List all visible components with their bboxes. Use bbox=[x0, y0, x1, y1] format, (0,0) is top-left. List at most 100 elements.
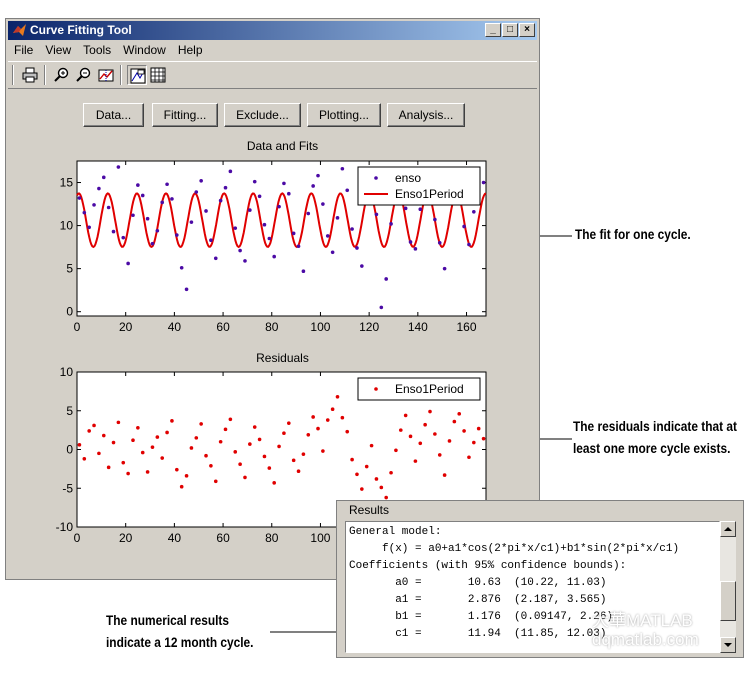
residuals-plot-xtick-label: 60 bbox=[216, 531, 230, 545]
residuals-plot-xtick-label: 80 bbox=[265, 531, 279, 545]
minimize-button[interactable]: _ bbox=[485, 23, 501, 37]
residuals-plot-title: Residuals bbox=[256, 351, 309, 365]
residual-point bbox=[204, 453, 208, 458]
enso-data-point bbox=[389, 222, 393, 226]
enso-data-point bbox=[462, 224, 466, 229]
enso-data-point bbox=[306, 211, 311, 216]
residual-point bbox=[403, 413, 408, 418]
enso-data-point bbox=[233, 226, 238, 230]
enso-data-point bbox=[248, 208, 252, 212]
residual-point bbox=[209, 463, 213, 468]
menu-help[interactable]: Help bbox=[177, 43, 203, 57]
enso-data-point bbox=[116, 165, 121, 169]
legend-button[interactable] bbox=[127, 65, 147, 85]
results-line: c1 = 11.94 (11.85, 12.03) bbox=[349, 628, 607, 640]
data-cursor-button[interactable] bbox=[96, 65, 116, 85]
residuals-plot-ytick-label: -5 bbox=[62, 481, 73, 495]
maximize-button[interactable]: □ bbox=[502, 23, 518, 37]
fitting-button[interactable]: Fitting... bbox=[152, 103, 218, 127]
analysis-button[interactable]: Analysis... bbox=[387, 103, 465, 127]
residual-point bbox=[433, 432, 437, 436]
legend-icon bbox=[130, 68, 146, 84]
residuals-plot-ytick-label: 5 bbox=[66, 404, 73, 418]
scroll-up-button[interactable] bbox=[720, 521, 736, 537]
enso-data-point bbox=[467, 242, 471, 247]
enso-data-point bbox=[384, 277, 388, 281]
print-button[interactable] bbox=[20, 65, 40, 85]
fit-plot-xtick-label: 0 bbox=[74, 320, 81, 334]
residual-point bbox=[126, 471, 130, 476]
residual-point bbox=[262, 454, 267, 459]
enso-data-point bbox=[355, 246, 359, 250]
residual-point bbox=[325, 418, 330, 422]
residual-point bbox=[442, 473, 447, 477]
residual-point bbox=[330, 407, 335, 412]
fit-plot-xtick-label: 20 bbox=[119, 320, 133, 334]
enso-data-point bbox=[223, 185, 228, 190]
legend-marker-enso bbox=[374, 176, 378, 180]
data-cursor-icon bbox=[98, 69, 114, 82]
exclude-button[interactable]: Exclude... bbox=[224, 103, 301, 127]
title-bar: Curve Fitting Tool _ □ × bbox=[8, 21, 537, 40]
results-panel: Results General model: f(x) = a0+a1*cos(… bbox=[336, 500, 744, 658]
enso-data-point bbox=[403, 206, 408, 211]
fit-line bbox=[76, 192, 487, 249]
enso-data-point bbox=[189, 220, 194, 224]
results-text-area[interactable]: General model: f(x) = a0+a1*cos(2*pi*x/c… bbox=[345, 521, 720, 653]
plotting-button[interactable]: Plotting... bbox=[307, 103, 381, 127]
scroll-thumb[interactable] bbox=[720, 581, 736, 621]
residual-point bbox=[243, 475, 247, 480]
residual-point bbox=[199, 422, 203, 426]
enso-data-point bbox=[252, 179, 257, 184]
residual-point bbox=[170, 419, 174, 423]
enso-data-point bbox=[77, 196, 82, 200]
enso-data-point bbox=[213, 256, 218, 261]
residual-point bbox=[97, 451, 101, 456]
enso-data-point bbox=[131, 213, 135, 218]
enso-data-point bbox=[291, 231, 296, 236]
residual-point bbox=[374, 477, 379, 481]
enso-data-point bbox=[330, 250, 335, 255]
menu-view[interactable]: View bbox=[45, 43, 72, 57]
enso-data-point bbox=[175, 233, 179, 237]
watermark-line2: dqmatlab.com bbox=[592, 630, 699, 649]
zoom-in-button[interactable] bbox=[52, 65, 72, 85]
scroll-down-button[interactable] bbox=[720, 637, 736, 653]
enso-data-point bbox=[408, 240, 413, 244]
zoom-out-icon bbox=[76, 67, 91, 82]
residual-point bbox=[316, 426, 320, 431]
fit-plot-xtick-label: 80 bbox=[265, 320, 279, 334]
menu-file[interactable]: File bbox=[14, 43, 34, 57]
enso-data-point bbox=[442, 266, 447, 271]
residual-point bbox=[384, 495, 388, 500]
residual-point bbox=[150, 445, 155, 449]
enso-data-point bbox=[199, 179, 203, 183]
results-scrollbar[interactable] bbox=[720, 521, 736, 653]
enso-data-point bbox=[155, 228, 160, 233]
residual-point bbox=[452, 419, 457, 424]
enso-data-point bbox=[165, 182, 169, 187]
print-icon bbox=[22, 67, 38, 83]
enso-data-point bbox=[272, 254, 276, 259]
grid-button[interactable] bbox=[148, 65, 168, 85]
results-line: Coefficients (with 95% confidence bounds… bbox=[349, 560, 627, 572]
enso-data-point bbox=[170, 197, 174, 201]
enso-data-point bbox=[267, 236, 272, 241]
residual-point bbox=[233, 450, 238, 454]
residuals-plot-xtick-label: 100 bbox=[310, 531, 330, 545]
results-title: Results bbox=[349, 503, 390, 517]
residual-point bbox=[111, 440, 116, 445]
zoom-out-button[interactable] bbox=[74, 65, 94, 85]
enso-data-point bbox=[282, 181, 286, 186]
menu-tools[interactable]: Tools bbox=[83, 43, 112, 57]
menu-window[interactable]: Window bbox=[123, 43, 166, 57]
results-line: b1 = 1.176 (0.09147, 2.26) bbox=[349, 611, 614, 623]
data-button[interactable]: Data... bbox=[83, 103, 144, 127]
enso-data-point bbox=[472, 210, 476, 214]
residual-point bbox=[272, 481, 276, 485]
residual-point bbox=[291, 458, 296, 463]
enso-data-point bbox=[379, 305, 384, 310]
fit-plot-xtick-label: 100 bbox=[310, 320, 330, 334]
residual-point bbox=[131, 438, 135, 443]
close-button[interactable]: × bbox=[519, 23, 535, 37]
